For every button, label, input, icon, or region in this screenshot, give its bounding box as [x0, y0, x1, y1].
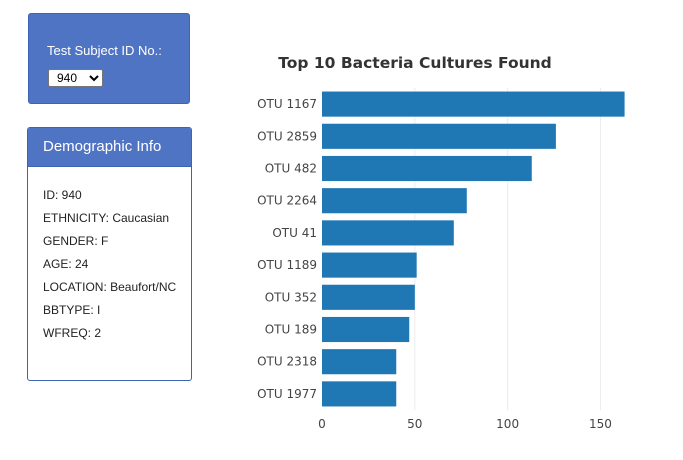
- y-tick-label: OTU 482: [265, 162, 317, 176]
- demo-gender: GENDER: F: [43, 234, 109, 248]
- y-tick-label: OTU 352: [265, 290, 317, 304]
- demo-age: AGE: 24: [43, 257, 89, 271]
- bar[interactable]: [322, 316, 410, 343]
- bar[interactable]: [322, 91, 625, 117]
- bar[interactable]: [322, 155, 532, 182]
- bar[interactable]: [322, 188, 467, 214]
- y-tick-label: OTU 41: [272, 226, 317, 240]
- demo-wfreq: WFREQ: 2: [43, 326, 102, 340]
- demo-bbtype: BBTYPE: I: [43, 303, 101, 317]
- bar-chart: Top 10 Bacteria Cultures Found OTU 1167 O…: [230, 40, 670, 455]
- subject-id-dropdown[interactable]: 940: [48, 69, 103, 87]
- bar[interactable]: [322, 284, 415, 310]
- demo-ethnicity: ETHNICITY: Caucasian: [43, 211, 170, 225]
- bar[interactable]: [322, 220, 454, 246]
- x-tick-label: 100: [496, 417, 519, 431]
- y-tick-label: OTU 2318: [257, 355, 317, 369]
- bar[interactable]: [322, 252, 417, 278]
- bar[interactable]: [322, 381, 397, 407]
- x-tick-label: 150: [589, 417, 612, 431]
- y-tick-label: OTU 189: [265, 323, 317, 337]
- bar[interactable]: [322, 349, 397, 375]
- x-tick-label: 50: [407, 417, 422, 431]
- y-tick-label: OTU 2264: [257, 194, 317, 208]
- subject-select-panel: Test Subject ID No.: 940: [28, 13, 190, 104]
- subject-select-label: Test Subject ID No.:: [47, 43, 162, 58]
- bar-chart-svg: Top 10 Bacteria Cultures Found OTU 1167O…: [257, 54, 625, 431]
- y-tick-label: OTU 1977: [257, 387, 317, 401]
- y-tick-label: OTU 2859: [257, 129, 317, 143]
- x-tick-labels: 0 50 100 150: [318, 417, 612, 431]
- bars: [322, 91, 625, 407]
- y-tick-label: OTU 1189: [257, 258, 317, 272]
- y-tick-label: OTU 1167: [257, 97, 317, 111]
- demographic-list: ID: 940 ETHNICITY: Caucasian GENDER: F A…: [28, 167, 191, 340]
- demo-id: ID: 940: [43, 188, 82, 202]
- y-tick-labels: OTU 1167 OTU 2859 OTU 482 OTU 2264 OTU 41 OTU…: [257, 97, 317, 401]
- demo-location: LOCATION: Beaufort/NC: [43, 280, 177, 294]
- x-tick-label: 0: [318, 417, 326, 431]
- demographic-panel-title: Demographic Info: [28, 128, 191, 167]
- bar[interactable]: [322, 123, 556, 149]
- chart-title: Top 10 Bacteria Cultures Found: [278, 54, 552, 72]
- demographic-panel: Demographic Info ID: 940 ETHNICITY: Cauc…: [27, 127, 192, 381]
